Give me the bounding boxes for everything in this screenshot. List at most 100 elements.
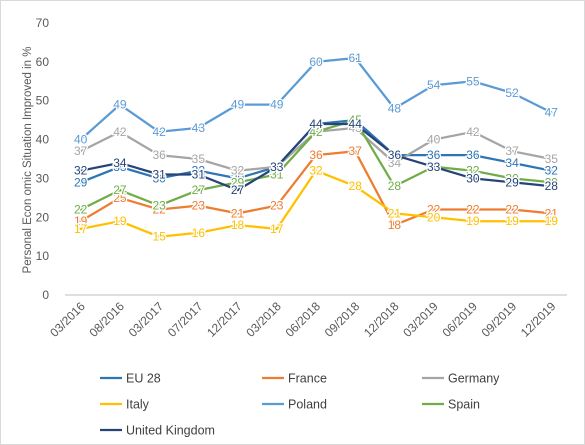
data-label: 28 [349,179,363,193]
data-label: 36 [388,148,402,162]
x-tick-label: 06/2018 [283,299,324,340]
legend-label: United Kingdom [126,424,215,438]
data-label: 35 [545,152,559,166]
data-label: 44 [309,117,323,131]
series-line [79,122,553,192]
data-label: 49 [270,98,284,112]
legend-label: EU 28 [126,372,161,386]
data-label: 42 [309,125,323,139]
x-tick-label: 03/2017 [126,299,167,340]
data-label: 29 [545,175,559,189]
x-tick-label: 09/2019 [479,299,520,340]
data-label: 16 [192,226,206,240]
data-label: 55 [466,74,480,88]
y-tick-label: 20 [36,210,50,224]
data-label: 32 [192,164,206,178]
data-label: 19 [505,214,519,228]
y-tick-label: 10 [36,249,50,263]
series-line [79,118,553,211]
data-label: 28 [388,179,402,193]
data-label: 34 [113,156,127,170]
data-label: 43 [349,121,363,135]
data-label: 37 [505,144,519,158]
data-label: 22 [74,203,88,217]
data-label: 17 [270,222,284,236]
data-label: 17 [74,222,88,236]
x-tick-label: 03/2016 [47,299,88,340]
data-label: 36 [152,148,166,162]
data-label: 23 [192,199,206,213]
data-label: 52 [505,86,519,100]
x-tick-label: 12/2017 [204,299,245,340]
series-line [79,169,553,238]
data-label: 37 [349,144,363,158]
data-label: 29 [231,175,245,189]
legend-item: Spain [422,398,480,412]
data-label: 19 [74,214,88,228]
data-label: 29 [505,175,519,189]
data-label: 44 [349,117,363,131]
legend-label: Spain [448,398,480,412]
y-tick-label: 50 [36,94,50,108]
data-label: 32 [74,164,88,178]
y-tick-label: 0 [42,288,49,302]
data-label: 18 [231,218,245,232]
data-label: 25 [113,191,127,205]
x-tick-label: 12/2018 [361,299,402,340]
data-label: 37 [74,144,88,158]
data-label: 33 [270,160,284,174]
data-label: 19 [113,214,127,228]
data-label: 18 [388,218,402,232]
y-axis: 0 10 20 30 40 50 60 70 [36,16,50,302]
data-label: 32 [466,164,480,178]
data-label: 47 [545,105,559,119]
legend-item: France [262,372,327,386]
x-tick-label: 08/2016 [86,299,127,340]
data-label: 30 [466,171,480,185]
legend-label: Poland [288,398,327,412]
data-label: 22 [505,203,519,217]
data-label: 21 [388,206,402,220]
data-label: 34 [388,156,402,170]
data-label: 21 [545,206,559,220]
legend-label: Italy [126,398,150,412]
x-tick-label: 07/2017 [165,299,206,340]
data-label: 40 [74,133,88,147]
data-label: 54 [427,78,441,92]
data-label: 42 [309,125,323,139]
data-label: 35 [192,152,206,166]
data-label: 19 [545,214,559,228]
y-tick-label: 60 [36,55,50,69]
data-label: 27 [231,183,245,197]
data-label: 42 [466,125,480,139]
y-tick-label: 40 [36,133,50,147]
y-axis-title: Personal Econ omic Situation Improved in… [22,47,34,274]
data-label: 22 [466,203,480,217]
data-label: 33 [270,160,284,174]
data-label: 23 [270,199,284,213]
data-label: 36 [309,148,323,162]
data-label: 36 [427,148,441,162]
data-label: 21 [231,206,245,220]
data-label: 32 [231,164,245,178]
data-label: 33 [270,160,284,174]
x-tick-label: 12/2019 [518,299,559,340]
data-label: 49 [113,98,127,112]
data-label: 20 [427,210,441,224]
legend-label: Germany [448,372,500,386]
data-label: 34 [505,156,519,170]
data-label: 32 [309,164,323,178]
data-label: 22 [152,203,166,217]
legend-item: EU 28 [100,372,161,386]
data-label: 40 [427,133,441,147]
data-label: 23 [152,199,166,213]
data-label: 30 [231,171,245,185]
data-label: 19 [466,214,480,228]
x-axis: 03/201608/201603/201707/201712/201703/20… [47,294,567,340]
series-line [79,150,553,227]
data-label: 36 [388,148,402,162]
data-label: 30 [505,171,519,185]
data-label: 15 [152,230,166,244]
data-label: 33 [427,160,441,174]
